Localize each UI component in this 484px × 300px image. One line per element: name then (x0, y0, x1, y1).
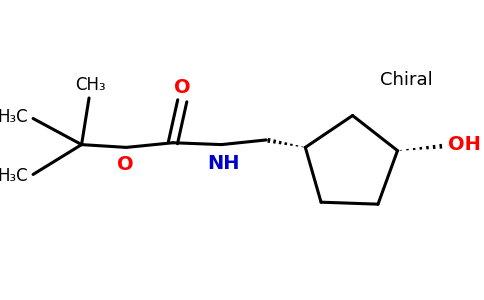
Text: OH: OH (448, 135, 481, 154)
Text: O: O (174, 78, 191, 97)
Text: CH₃: CH₃ (76, 76, 106, 94)
Text: Chiral: Chiral (380, 71, 433, 89)
Text: O: O (117, 155, 134, 174)
Text: NH: NH (207, 154, 240, 173)
Text: H₃C: H₃C (0, 167, 28, 185)
Text: H₃C: H₃C (0, 108, 28, 126)
